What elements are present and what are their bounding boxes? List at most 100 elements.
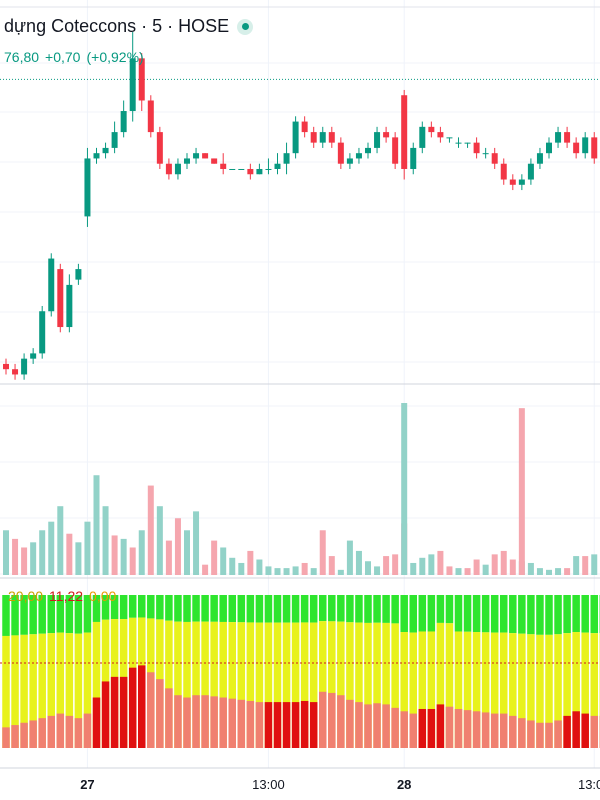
oscillator-bar	[536, 722, 544, 748]
volume-bar	[202, 564, 209, 575]
candle-body	[437, 132, 444, 138]
oscillator-green-bar	[481, 595, 490, 633]
oscillator-bar	[454, 708, 463, 748]
volume-bar	[365, 561, 371, 575]
candle-body	[482, 153, 489, 155]
oscillator-bar	[2, 727, 10, 748]
oscillator-yellow-bar	[246, 622, 255, 748]
oscillator-green-bar	[563, 595, 571, 634]
candle-body	[555, 132, 562, 143]
candle-body	[546, 142, 552, 154]
oscillator-yellow-bar	[373, 622, 381, 748]
volume-spike-bar	[518, 408, 525, 575]
volume-bar	[437, 550, 444, 575]
oscillator-green-bar	[2, 595, 10, 636]
volume-bar	[229, 557, 236, 575]
oscillator-bar	[83, 713, 92, 748]
candle-body	[573, 142, 580, 154]
oscillator-green-bar	[282, 595, 291, 623]
oscillator-yellow-bar	[346, 622, 354, 748]
oscillator-bar	[47, 715, 55, 748]
volume-bar	[256, 559, 263, 575]
candle-body	[75, 269, 82, 280]
volume-bar	[383, 556, 390, 575]
oscillator-green-bar	[56, 595, 65, 633]
oscillator-bar	[400, 711, 408, 748]
oscillator-yellow-bar	[500, 632, 508, 748]
candle-body	[292, 121, 299, 154]
candle-body	[220, 163, 227, 169]
oscillator-yellow-bar	[328, 621, 336, 748]
candle-body	[48, 258, 55, 312]
oscillator-bar	[427, 708, 436, 748]
candle-body	[582, 137, 589, 154]
oscillator-yellow-bar	[509, 633, 517, 748]
volume-bar	[455, 568, 462, 575]
oscillator-yellow-bar	[201, 621, 209, 748]
oscillator-bar	[29, 720, 37, 748]
candle-body	[265, 168, 272, 170]
oscillator-green-bar	[273, 595, 282, 623]
candle-body	[401, 95, 408, 169]
volume-bar	[129, 547, 136, 575]
oscillator-green-bar	[83, 595, 92, 633]
candle-body	[283, 153, 290, 164]
candle-body	[464, 142, 471, 144]
volume-bar	[464, 568, 471, 575]
oscillator-green-bar	[382, 595, 390, 623]
candle-body	[319, 132, 326, 143]
candle-body	[211, 158, 218, 164]
oscillator-bar	[201, 695, 209, 748]
oscillator-bar	[192, 695, 200, 748]
volume-bar	[546, 569, 552, 575]
oscillator-yellow-bar	[572, 632, 580, 748]
oscillator-green-bar	[527, 595, 535, 635]
candle-body	[12, 369, 19, 375]
oscillator-bar	[65, 715, 74, 748]
oscillator-yellow-bar	[29, 634, 37, 748]
candle-body	[129, 58, 136, 112]
volume-bar	[174, 518, 181, 575]
candle-body	[274, 163, 281, 169]
volume-bar	[374, 566, 381, 575]
oscillator-green-bar	[518, 595, 526, 634]
oscillator-yellow-bar	[454, 631, 463, 748]
time-axis-label: 28	[397, 777, 411, 792]
oscillator-yellow-bar	[309, 622, 318, 748]
oscillator-green-bar	[20, 595, 28, 635]
candle-body	[337, 142, 344, 164]
price-change: +0,70	[45, 49, 81, 65]
oscillator-green-bar	[454, 595, 463, 632]
oscillator-yellow-bar	[38, 633, 46, 748]
candle-body	[392, 137, 399, 164]
oscillator-bar	[237, 699, 246, 748]
oscillator-yellow-bar	[409, 632, 417, 748]
candle-body	[120, 111, 127, 133]
candle-body	[3, 363, 9, 370]
oscillator-green-bar	[572, 595, 580, 633]
oscillator-yellow-bar	[300, 622, 309, 748]
oscillator-green-bar	[409, 595, 417, 633]
oscillator-green-bar	[264, 595, 273, 623]
oscillator-bar	[518, 718, 526, 748]
oscillator-yellow-bar	[418, 631, 427, 748]
volume-bar	[419, 557, 426, 575]
oscillator-yellow-bar	[472, 632, 481, 748]
oscillator-yellow-bar	[65, 633, 74, 748]
oscillator-bar	[273, 702, 282, 748]
oscillator-green-bar	[490, 595, 499, 633]
oscillator-bar	[328, 692, 336, 748]
oscillator-bar	[500, 713, 508, 748]
candle-body	[84, 158, 91, 217]
volume-bar	[446, 566, 453, 575]
candle-body	[93, 153, 100, 159]
volume-spike-bar	[401, 403, 408, 575]
oscillator-bar	[38, 718, 46, 748]
oscillator-bar	[391, 707, 399, 748]
oscillator-yellow-bar	[273, 622, 282, 748]
oscillator-yellow-bar	[319, 621, 327, 748]
volume-bar	[193, 511, 200, 575]
oscillator-bar	[101, 681, 110, 748]
oscillator-bar	[490, 713, 499, 748]
